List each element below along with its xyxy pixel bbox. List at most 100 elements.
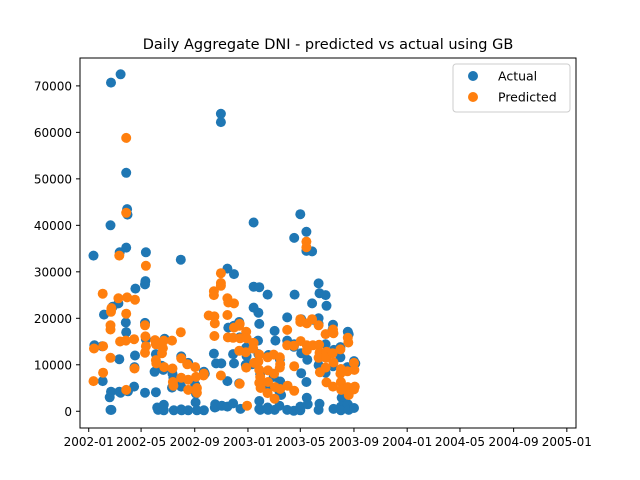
point-predicted-22 (140, 260, 151, 271)
point-actual-26 (130, 350, 140, 361)
point-predicted-144 (349, 384, 359, 395)
point-predicted-1 (89, 343, 99, 354)
point-actual-18 (121, 242, 132, 253)
point-predicted-134 (335, 377, 346, 387)
point-predicted-131 (335, 344, 346, 355)
point-predicted-115 (307, 314, 318, 325)
legend-marker-predicted (468, 92, 478, 102)
point-actual-149 (313, 404, 324, 415)
legend: Actual Predicted (452, 63, 571, 113)
point-actual-34 (140, 387, 150, 398)
point-predicted-0 (88, 376, 99, 387)
point-predicted-23 (140, 320, 150, 331)
legend-marker-actual (468, 71, 478, 81)
point-predicted-98 (274, 362, 285, 373)
point-actual-25 (130, 283, 141, 294)
y-tick-label-4: 40000 (34, 219, 72, 233)
point-actual-0 (88, 250, 99, 261)
point-actual-121 (289, 232, 300, 243)
point-predicted-33 (158, 335, 169, 346)
point-predicted-7 (105, 320, 116, 331)
point-actual-71 (215, 117, 226, 128)
point-predicted-38 (168, 380, 179, 391)
point-actual-131 (296, 368, 307, 379)
point-predicted-14 (121, 207, 132, 218)
point-predicted-56 (209, 331, 220, 341)
point-predicted-45 (190, 362, 201, 373)
point-actual-136 (301, 377, 312, 387)
point-predicted-50 (198, 370, 209, 381)
x-tick-label-2: 2002-09 (170, 435, 220, 449)
point-actual-90 (248, 217, 259, 228)
point-actual-72 (216, 358, 227, 369)
point-predicted-13 (121, 132, 132, 143)
point-predicted-19 (130, 294, 140, 305)
point-actual-10 (106, 77, 116, 88)
point-actual-78 (229, 269, 239, 280)
point-predicted-116 (313, 320, 324, 331)
point-predicted-30 (151, 358, 162, 369)
point-actual-109 (269, 325, 280, 336)
point-actual-133 (301, 226, 312, 237)
point-actual-163 (335, 405, 346, 416)
point-actual-129 (295, 209, 306, 220)
point-predicted-44 (183, 384, 194, 395)
point-predicted-32 (157, 343, 168, 354)
point-predicted-46 (191, 371, 201, 382)
point-predicted-15 (122, 292, 133, 303)
point-predicted-63 (222, 310, 233, 320)
point-actual-47 (168, 405, 179, 416)
point-predicted-2 (97, 288, 108, 299)
point-actual-3 (97, 376, 108, 387)
point-predicted-43 (183, 374, 194, 385)
point-predicted-75 (240, 347, 251, 358)
point-actual-97 (254, 318, 265, 329)
point-actual-36 (150, 387, 161, 398)
point-actual-61 (191, 405, 202, 416)
point-predicted-57 (215, 268, 226, 279)
point-predicted-3 (98, 341, 109, 352)
point-actual-117 (274, 400, 285, 411)
point-predicted-4 (98, 367, 109, 378)
point-actual-22 (120, 317, 131, 328)
point-predicted-59 (215, 280, 226, 291)
x-tick-label-0: 2002-01 (64, 435, 114, 449)
point-predicted-36 (167, 363, 178, 374)
point-actual-151 (321, 300, 332, 311)
point-predicted-5 (105, 352, 116, 363)
x-tick-label-1: 2002-05 (116, 435, 166, 449)
point-actual-23 (121, 327, 132, 338)
point-predicted-53 (208, 290, 219, 301)
point-predicted-39 (175, 327, 186, 338)
x-tick-label-4: 2003-05 (275, 435, 325, 449)
point-actual-28 (129, 381, 140, 392)
point-predicted-10 (113, 293, 124, 304)
x-tick-label-3: 2003-01 (223, 435, 273, 449)
y-tick-label-0: 0 (64, 405, 72, 419)
point-predicted-137 (343, 337, 354, 348)
point-predicted-129 (328, 357, 339, 368)
point-predicted-48 (191, 387, 202, 398)
x-tick-label-6: 2004-01 (382, 435, 432, 449)
point-predicted-17 (120, 335, 131, 346)
point-actual-65 (208, 348, 219, 359)
y-tick-label-7: 70000 (34, 79, 72, 93)
point-actual-44 (158, 405, 169, 416)
point-actual-59 (190, 397, 201, 408)
point-predicted-26 (140, 347, 150, 358)
legend-label-predicted: Predicted (498, 90, 557, 105)
point-actual-135 (302, 354, 313, 365)
point-actual-64 (198, 405, 209, 416)
point-predicted-119 (313, 352, 324, 363)
x-tick-label-9: 2005-01 (542, 435, 592, 449)
y-tick-label-1: 10000 (34, 358, 72, 372)
point-predicted-121 (320, 329, 331, 340)
point-predicted-16 (121, 308, 132, 319)
y-tick-label-6: 60000 (34, 126, 72, 140)
x-tick-label-5: 2003-09 (329, 435, 379, 449)
point-predicted-124 (320, 362, 331, 373)
point-actual-110 (270, 335, 281, 346)
point-actual-13 (114, 354, 125, 365)
point-predicted-128 (327, 348, 338, 359)
point-actual-35 (149, 366, 160, 377)
